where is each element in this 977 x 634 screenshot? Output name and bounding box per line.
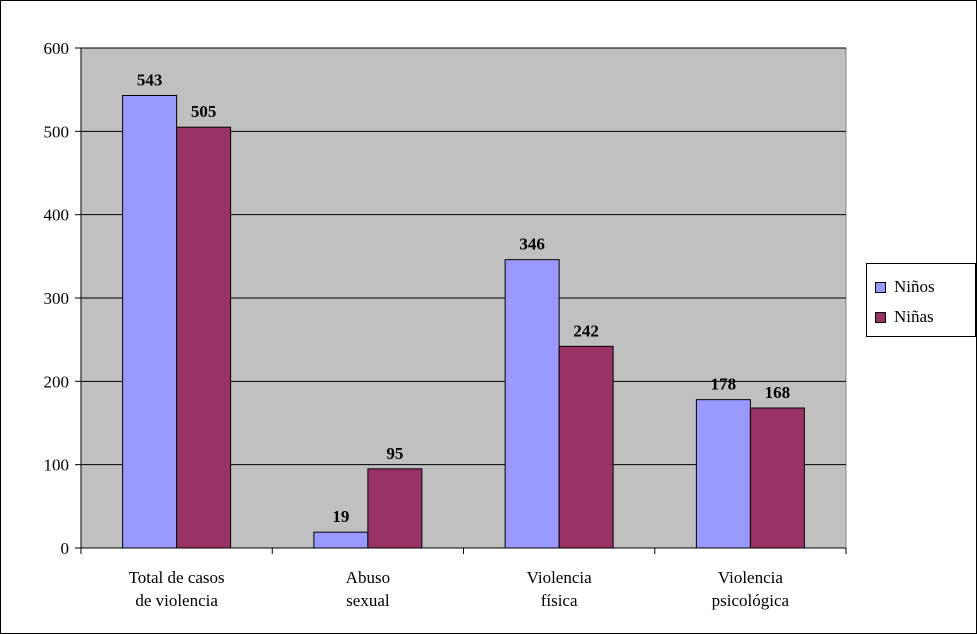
- legend-swatch-ninos: [875, 281, 886, 293]
- bar: [122, 95, 178, 549]
- legend-item-ninas: Niñas: [875, 307, 934, 327]
- bar: [749, 407, 805, 549]
- y-tick-label: 400: [44, 206, 70, 225]
- x-tick-label-line: Violencia: [718, 568, 784, 587]
- x-tick-label: Total de casos de violencia: [129, 568, 225, 610]
- x-tick-label-line: Total de casos: [129, 568, 225, 587]
- data-label: 19: [332, 507, 349, 526]
- data-label: 95: [386, 444, 403, 463]
- y-tick-label: 0: [61, 539, 70, 558]
- bar: [313, 531, 369, 549]
- x-tick-label: Violencia física: [527, 568, 593, 610]
- legend-label-ninos: Niños: [894, 277, 935, 296]
- data-label: 242: [573, 321, 599, 340]
- x-tick-label-line: sexual: [346, 591, 390, 610]
- x-tick-label-line: Violencia: [527, 568, 593, 587]
- bar: [504, 259, 560, 549]
- data-label: 505: [191, 102, 217, 121]
- legend: Niños Niñas: [866, 263, 976, 337]
- bar: [367, 468, 423, 549]
- data-label: 178: [711, 375, 737, 394]
- y-tick-label: 100: [44, 456, 70, 475]
- x-tick-label-line: Abuso: [346, 568, 390, 587]
- bar: [558, 345, 614, 549]
- bar: [695, 399, 751, 549]
- x-tick-label: Violencia psicológica: [712, 568, 790, 610]
- y-tick-label: 600: [44, 39, 70, 58]
- bar: [176, 126, 232, 549]
- legend-item-ninos: Niños: [875, 277, 935, 297]
- y-tick-label: 500: [44, 122, 70, 141]
- legend-swatch-ninas: [875, 311, 886, 323]
- y-tick-label: 300: [44, 289, 70, 308]
- data-label: 168: [765, 383, 791, 402]
- data-label: 346: [519, 235, 545, 254]
- x-tick-label: Abuso sexual: [346, 568, 390, 610]
- x-tick-label-line: psicológica: [712, 591, 790, 610]
- x-tick-label-line: física: [541, 591, 578, 610]
- legend-label-ninas: Niñas: [894, 307, 934, 326]
- x-tick-label-line: de violencia: [135, 591, 218, 610]
- y-tick-label: 200: [44, 372, 70, 391]
- data-label: 543: [137, 71, 163, 90]
